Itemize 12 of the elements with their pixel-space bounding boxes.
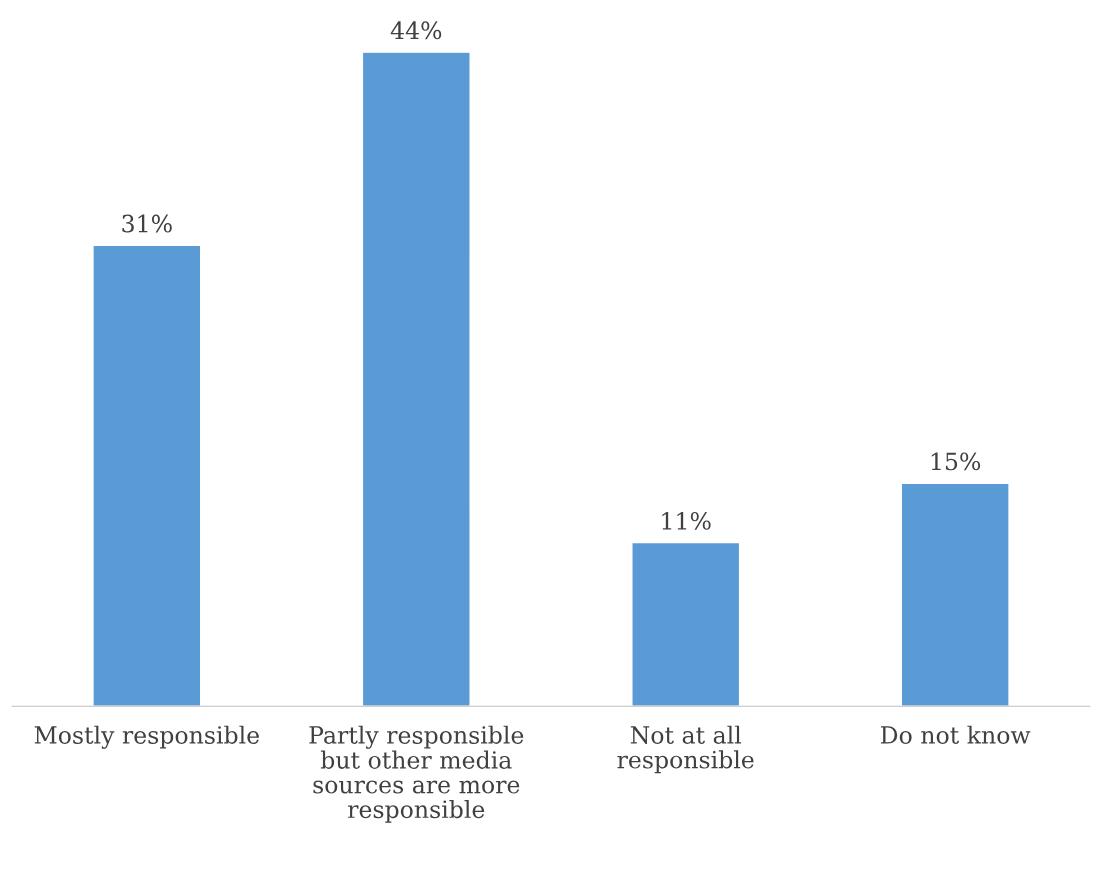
data-label: 11%: [662, 511, 711, 530]
x-tick-label: Mostly responsible: [34, 725, 259, 749]
data-label: 44%: [390, 21, 442, 40]
bar: [92, 244, 202, 707]
x-tick-label: Not at all responsible: [617, 725, 754, 774]
bar: [900, 482, 1010, 707]
data-label: 31%: [122, 214, 172, 233]
bar: [631, 541, 741, 707]
x-tick-label: Partly responsible but other media sources are more responsible: [309, 725, 524, 823]
data-label: 15%: [931, 452, 981, 471]
x-tick-label: Do not know: [880, 725, 1031, 744]
bar: [361, 51, 471, 707]
